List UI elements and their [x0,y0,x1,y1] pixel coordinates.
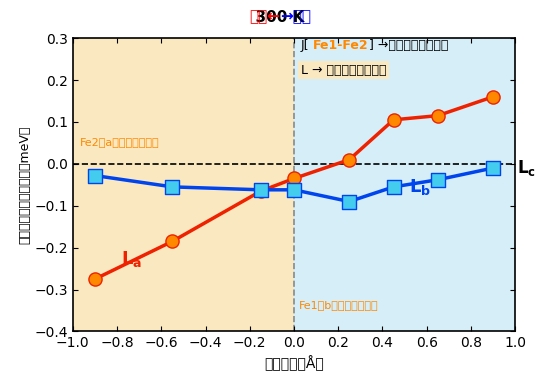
Point [433,112,442,118]
Point [345,199,354,205]
Point [345,157,354,163]
Text: Fe1-Fe2: Fe1-Fe2 [313,38,368,51]
Point [168,184,177,190]
Text: Fe2がa軸配向を安定化: Fe2がa軸配向を安定化 [80,137,159,147]
Point [433,177,442,183]
X-axis label: 格子歪み（Å）: 格子歪み（Å） [264,356,324,371]
Text: L → 反強磁性秩序変数: L → 反強磁性秩序変数 [301,64,386,77]
Text: 300 K: 300 K [245,10,315,25]
Point [488,94,498,100]
Bar [73,38,294,331]
Point [290,187,298,193]
Text: $\mathbf{L_c}$: $\mathbf{L_c}$ [517,158,536,178]
Y-axis label: 磁気異方性エネルギー（meV）: 磁気異方性エネルギー（meV） [18,126,31,244]
Text: $\mathbf{L_a}$: $\mathbf{L_a}$ [122,250,143,269]
Text: $\mathbf{L_b}$: $\mathbf{L_b}$ [409,177,431,197]
Text: J[: J[ [301,38,309,51]
Point [488,165,498,171]
Point [90,276,100,282]
Text: →低温: →低温 [280,10,311,25]
Bar [294,38,515,331]
Text: 高温←: 高温← [249,10,280,25]
Point [168,239,177,245]
Point [90,173,100,179]
Text: Fe1がb軸配向を安定化: Fe1がb軸配向を安定化 [298,301,378,311]
Point [256,187,265,193]
Point [256,188,265,194]
Point [290,175,298,181]
Point [389,184,398,190]
Point [389,117,398,123]
Text: ] →強い反強磁性相関: ] →強い反強磁性相関 [369,38,449,51]
